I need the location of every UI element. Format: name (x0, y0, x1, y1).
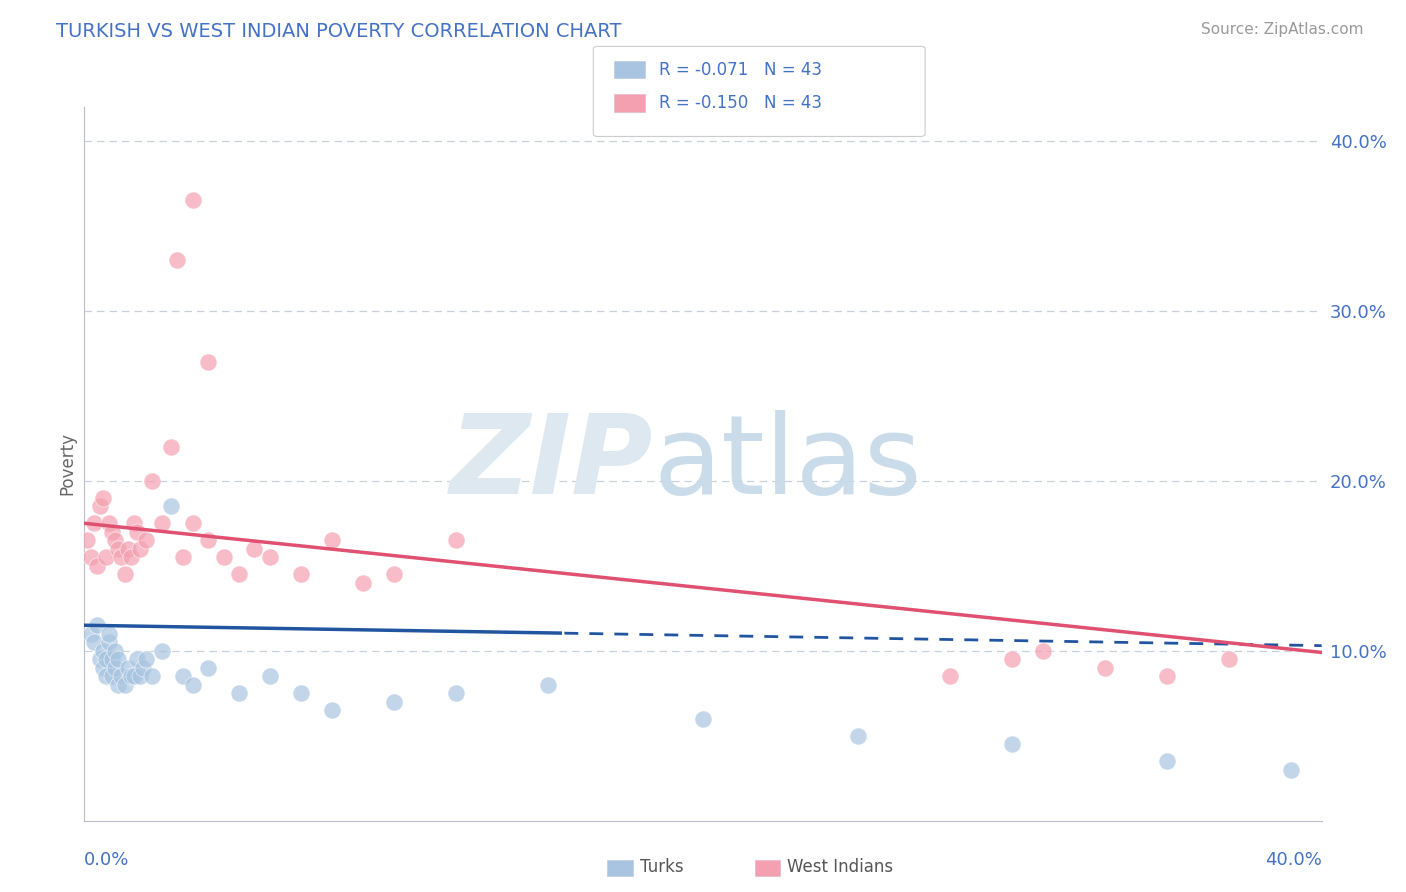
Point (117, 541, 139, 556)
Point (91, 644, 114, 658)
Point (114, 678, 136, 692)
Point (135, 652, 157, 666)
Point (150, 516, 173, 531)
Point (352, 575, 374, 590)
Point (125, 652, 148, 666)
Point (1279, 763, 1302, 777)
Point (101, 669, 124, 683)
Point (107, 678, 129, 692)
Point (290, 567, 312, 582)
Text: R = -0.150   N = 43: R = -0.150 N = 43 (659, 94, 823, 112)
Point (846, 729, 869, 743)
Point (89, 500, 111, 514)
Point (1218, 652, 1240, 666)
Point (104, 533, 127, 548)
Point (114, 567, 136, 582)
Point (101, 652, 124, 666)
Point (444, 533, 467, 548)
Point (1094, 661, 1116, 675)
Point (228, 567, 250, 582)
Point (692, 712, 714, 726)
Point (259, 550, 281, 565)
Point (104, 644, 127, 658)
Point (86, 618, 108, 632)
Text: atlas: atlas (654, 410, 922, 517)
Point (181, 194, 204, 208)
Point (141, 669, 163, 683)
Point (166, 252, 188, 267)
Point (1156, 754, 1178, 768)
Point (290, 686, 312, 700)
Point (122, 516, 145, 531)
Point (172, 669, 194, 683)
Point (181, 516, 204, 531)
Text: 0.0%: 0.0% (84, 851, 129, 869)
Point (125, 524, 148, 539)
Point (197, 661, 219, 675)
Point (939, 669, 962, 683)
Point (135, 533, 157, 548)
Point (1001, 652, 1024, 666)
Point (91, 661, 114, 675)
Point (89, 652, 111, 666)
Point (160, 440, 183, 454)
Point (86, 558, 108, 573)
Point (197, 533, 219, 548)
Point (172, 550, 194, 565)
Point (1032, 644, 1054, 658)
Point (181, 678, 204, 692)
Point (79, 550, 101, 565)
Point (537, 678, 560, 692)
Point (120, 550, 142, 565)
Point (243, 541, 266, 556)
Point (83, 516, 105, 531)
Text: R = -0.071   N = 43: R = -0.071 N = 43 (659, 61, 823, 78)
Point (321, 533, 343, 548)
Point (321, 703, 343, 717)
Point (129, 669, 152, 683)
Point (197, 355, 219, 369)
Point (120, 669, 142, 683)
Point (79, 626, 101, 640)
Point (98, 626, 121, 640)
Y-axis label: Poverty: Poverty (58, 433, 76, 495)
Point (94, 669, 117, 683)
Point (76, 533, 98, 548)
Point (94, 550, 117, 565)
Point (259, 669, 281, 683)
Point (98, 635, 121, 649)
Point (122, 669, 145, 683)
Text: Source: ZipAtlas.com: Source: ZipAtlas.com (1201, 22, 1364, 37)
Point (101, 524, 124, 539)
Text: TURKISH VS WEST INDIAN POVERTY CORRELATION CHART: TURKISH VS WEST INDIAN POVERTY CORRELATI… (56, 22, 621, 41)
Point (110, 550, 132, 565)
Point (104, 661, 127, 675)
Text: ZIP: ZIP (450, 410, 654, 517)
Point (129, 541, 152, 556)
Point (382, 567, 405, 582)
Point (141, 474, 163, 488)
Text: West Indians: West Indians (787, 858, 893, 876)
Point (160, 500, 183, 514)
Point (117, 661, 139, 675)
Text: 40.0%: 40.0% (1265, 851, 1322, 869)
Point (98, 516, 121, 531)
Point (1156, 669, 1178, 683)
Point (110, 669, 132, 683)
Point (444, 686, 467, 700)
Point (132, 661, 155, 675)
Point (83, 635, 105, 649)
Text: Turks: Turks (640, 858, 683, 876)
Point (107, 541, 129, 556)
Point (94, 652, 117, 666)
Point (91, 491, 114, 505)
Point (382, 695, 405, 709)
Point (212, 550, 235, 565)
Point (107, 652, 129, 666)
Point (150, 644, 173, 658)
Point (228, 686, 250, 700)
Point (1001, 737, 1024, 751)
